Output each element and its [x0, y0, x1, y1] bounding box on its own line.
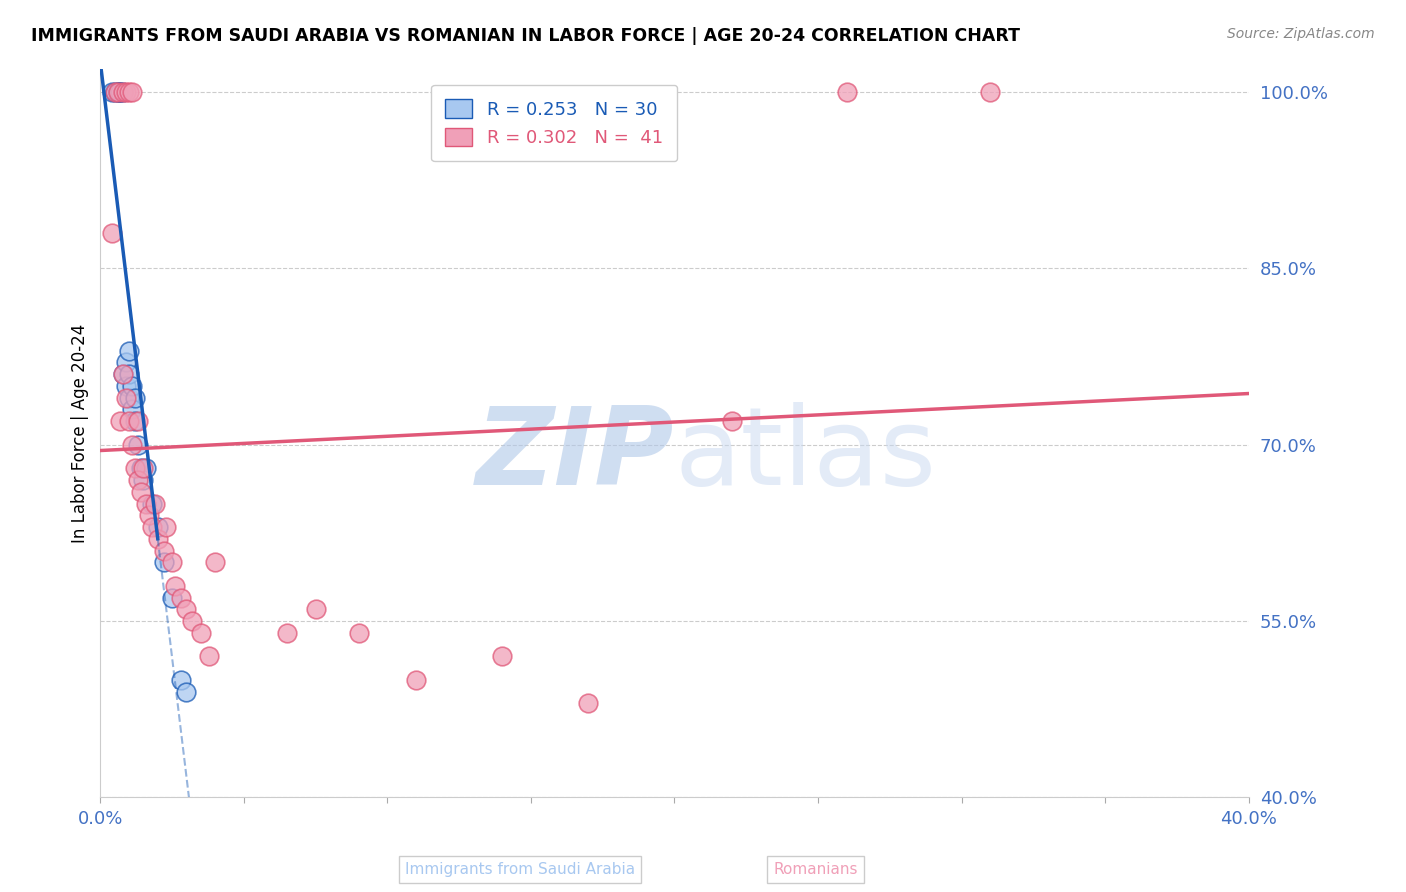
Point	[163, 579, 186, 593]
Point	[121, 379, 143, 393]
Point	[979, 85, 1001, 99]
Point	[124, 414, 146, 428]
Point	[132, 461, 155, 475]
Point	[101, 85, 124, 99]
Text: Source: ZipAtlas.com: Source: ZipAtlas.com	[1227, 27, 1375, 41]
Point	[118, 368, 141, 382]
Point	[127, 473, 149, 487]
Point	[132, 473, 155, 487]
Legend: R = 0.253   N = 30, R = 0.302   N =  41: R = 0.253 N = 30, R = 0.302 N = 41	[430, 85, 678, 161]
Point	[110, 85, 132, 99]
Point	[721, 414, 744, 428]
Point	[115, 391, 138, 405]
Point	[115, 355, 138, 369]
Point	[160, 555, 183, 569]
Point	[104, 85, 127, 99]
Point	[112, 368, 135, 382]
Point	[141, 496, 163, 510]
Point	[101, 226, 124, 240]
Text: Immigrants from Saudi Arabia: Immigrants from Saudi Arabia	[405, 863, 636, 877]
Point	[176, 684, 198, 698]
Point	[405, 673, 427, 687]
Point	[152, 555, 174, 569]
Point	[135, 461, 157, 475]
Text: ZIP: ZIP	[477, 402, 675, 508]
Point	[155, 520, 177, 534]
Point	[181, 614, 204, 628]
Point	[104, 85, 127, 99]
Point	[107, 85, 129, 99]
Point	[112, 85, 135, 99]
Point	[835, 85, 858, 99]
Text: Romanians: Romanians	[773, 863, 858, 877]
Point	[124, 391, 146, 405]
Point	[115, 379, 138, 393]
Text: IMMIGRANTS FROM SAUDI ARABIA VS ROMANIAN IN LABOR FORCE | AGE 20-24 CORRELATION : IMMIGRANTS FROM SAUDI ARABIA VS ROMANIAN…	[31, 27, 1019, 45]
Point	[118, 343, 141, 358]
Point	[129, 484, 152, 499]
Point	[110, 414, 132, 428]
Point	[118, 414, 141, 428]
Point	[138, 508, 160, 523]
Point	[143, 496, 166, 510]
Point	[107, 85, 129, 99]
Point	[170, 673, 193, 687]
Point	[112, 368, 135, 382]
Point	[576, 697, 599, 711]
Point	[146, 520, 169, 534]
Y-axis label: In Labor Force | Age 20-24: In Labor Force | Age 20-24	[72, 324, 89, 542]
Point	[135, 496, 157, 510]
Point	[115, 85, 138, 99]
Point	[170, 591, 193, 605]
Point	[127, 438, 149, 452]
Point	[305, 602, 328, 616]
Point	[176, 602, 198, 616]
Point	[127, 414, 149, 428]
Point	[347, 625, 370, 640]
Point	[124, 461, 146, 475]
Point	[190, 625, 212, 640]
Point	[141, 520, 163, 534]
Point	[198, 649, 221, 664]
Point	[491, 649, 513, 664]
Point	[129, 461, 152, 475]
Point	[204, 555, 226, 569]
Point	[121, 438, 143, 452]
Point	[276, 625, 298, 640]
Point	[118, 85, 141, 99]
Point	[110, 85, 132, 99]
Text: atlas: atlas	[675, 402, 936, 508]
Point	[160, 591, 183, 605]
Point	[118, 391, 141, 405]
Point	[146, 532, 169, 546]
Point	[121, 402, 143, 417]
Point	[152, 543, 174, 558]
Point	[112, 85, 135, 99]
Point	[107, 85, 129, 99]
Point	[121, 85, 143, 99]
